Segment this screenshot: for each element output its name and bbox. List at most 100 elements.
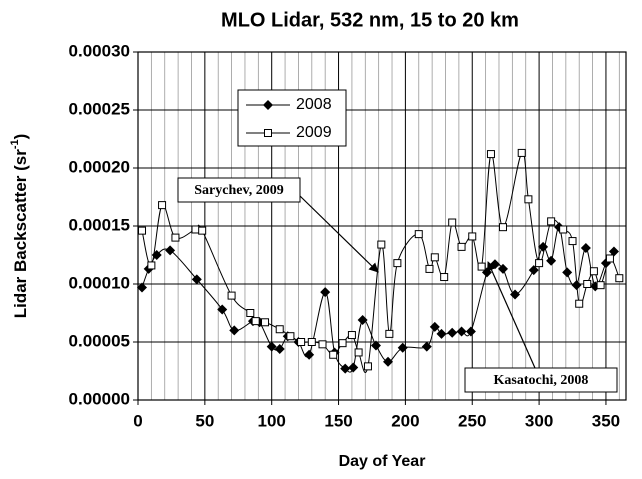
marker-square: [425, 264, 434, 273]
marker-square: [275, 325, 284, 334]
marker-square: [430, 253, 439, 262]
marker-square: [385, 329, 394, 338]
legend-box: [237, 89, 347, 147]
x-tick-label: 200: [391, 411, 419, 430]
marker-square: [535, 259, 544, 268]
marker-diamond: [447, 327, 458, 338]
marker-diamond: [397, 342, 408, 353]
marker-square: [246, 309, 255, 317]
y-tick-label: 0.00015: [69, 215, 130, 234]
y-label-sup: -1: [9, 139, 21, 149]
annotation-arrow: [487, 261, 536, 369]
y-label-text: Lidar Backscatter (sr: [11, 149, 30, 319]
marker-diamond: [465, 326, 476, 337]
marker-square: [191, 225, 200, 234]
marker-diamond: [137, 282, 148, 293]
marker-square: [347, 331, 356, 340]
x-axis-label: Day of Year: [339, 453, 426, 470]
marker-square: [615, 274, 624, 283]
plot-frame: [137, 51, 627, 401]
marker-diamond: [538, 241, 549, 252]
marker-square: [486, 150, 495, 159]
marker-square: [589, 267, 598, 276]
marker-diamond: [580, 243, 591, 254]
marker-square: [414, 230, 423, 239]
y-tick-label: 0.00005: [69, 331, 130, 350]
marker-square: [338, 339, 347, 348]
marker-diamond: [340, 363, 351, 374]
marker-diamond: [383, 356, 394, 367]
marker-square: [596, 281, 605, 290]
legend-label: 2008: [296, 96, 332, 113]
marker-square: [517, 148, 526, 157]
marker-square: [575, 299, 584, 308]
marker-square: [138, 226, 147, 235]
marker-square: [158, 201, 167, 210]
x-tick-label: 300: [525, 411, 553, 430]
marker-diamond: [191, 274, 202, 285]
marker-square: [318, 340, 327, 349]
marker-square: [559, 225, 568, 234]
x-tick-label: 150: [324, 411, 352, 430]
marker-diamond: [263, 100, 273, 110]
marker-diamond: [608, 246, 619, 257]
marker-square: [448, 218, 457, 227]
marker-diamond: [304, 349, 315, 360]
x-tick-label: 350: [592, 411, 620, 430]
marker-diamond: [456, 326, 467, 337]
marker-square: [457, 242, 466, 251]
annotation-box: [177, 177, 301, 203]
marker-square: [393, 259, 402, 268]
marker-square: [568, 237, 577, 246]
marker-diamond: [320, 287, 331, 298]
marker-diamond: [528, 265, 539, 276]
marker-diamond: [429, 321, 440, 332]
marker-square: [605, 254, 614, 263]
marker-diamond: [421, 341, 432, 352]
marker-square: [147, 261, 156, 270]
marker-diamond: [497, 263, 508, 274]
marker-diamond: [165, 245, 176, 256]
marker-square: [171, 233, 180, 242]
marker-square: [524, 195, 533, 204]
marker-square: [251, 317, 260, 326]
annotation-arrow: [299, 195, 379, 273]
y-tick-label: 0.00020: [69, 157, 130, 176]
marker-square: [363, 362, 372, 371]
marker-diamond: [217, 304, 228, 315]
x-tick-label: 0: [133, 411, 142, 430]
marker-diamond: [357, 314, 368, 325]
marker-square: [354, 348, 363, 357]
y-label-end: ): [11, 134, 30, 140]
marker-square: [261, 318, 270, 327]
y-tick-label: 0.00030: [69, 41, 130, 60]
marker-diamond: [510, 289, 521, 300]
x-tick-label: 50: [195, 411, 214, 430]
y-axis-label: Lidar Backscatter (sr-1): [9, 134, 31, 319]
annotation-box: [464, 367, 618, 393]
marker-square: [227, 291, 236, 300]
marker-square: [440, 273, 449, 282]
y-tick-label: 0.00025: [69, 99, 130, 118]
legend: 2008 2009: [237, 89, 347, 147]
chart-title: MLO Lidar, 532 nm, 15 to 20 km: [221, 9, 519, 31]
marker-diamond: [436, 328, 447, 339]
marker-diamond: [266, 341, 277, 352]
marker-square: [198, 226, 207, 235]
marker-square: [547, 217, 556, 226]
marker-square: [297, 338, 306, 346]
marker-square: [583, 280, 592, 288]
legend-label: 2009: [296, 124, 332, 141]
marker-square: [498, 223, 507, 232]
y-tick-label: 0.00000: [69, 389, 130, 408]
marker-diamond: [370, 340, 381, 351]
x-tick-label: 250: [458, 411, 486, 430]
marker-diamond: [489, 259, 500, 270]
annotation-text: Kasatochi, 2008: [494, 373, 589, 388]
marker-diamond: [562, 267, 573, 278]
marker-square: [377, 240, 386, 249]
annotation-text: Sarychev, 2009: [194, 183, 283, 198]
marker-diamond: [229, 325, 240, 336]
x-tick-label: 100: [258, 411, 286, 430]
